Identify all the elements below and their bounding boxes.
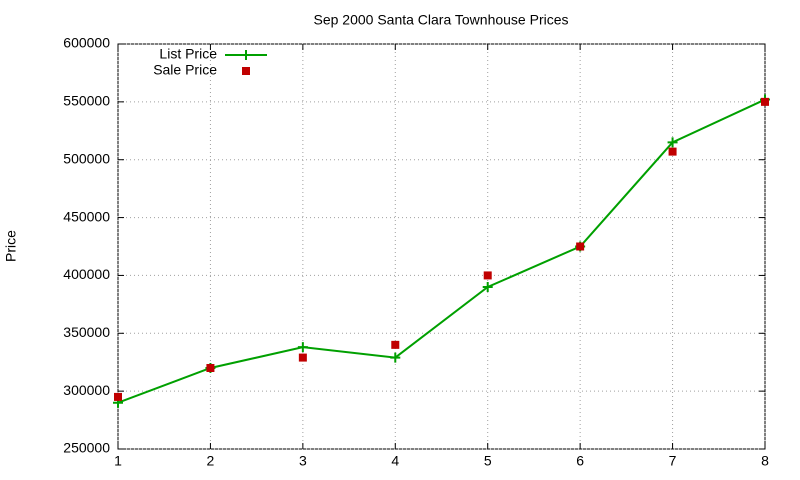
point-marker (761, 97, 769, 106)
series-line (117, 98, 766, 404)
plot-border (117, 43, 766, 450)
x-tick-label: 7 (669, 453, 677, 469)
y-tick-label: 600000 (63, 35, 110, 51)
x-tick-label: 5 (484, 453, 492, 469)
y-tick-label: 450000 (63, 208, 110, 224)
chart-title: Sep 2000 Santa Clara Townhouse Prices (313, 12, 568, 28)
y-tick-label: 350000 (63, 324, 110, 340)
point-marker (576, 242, 585, 251)
point-marker (390, 352, 401, 363)
x-tick-label: 2 (207, 453, 215, 469)
y-tick-label: 300000 (63, 382, 110, 398)
point-marker (667, 137, 678, 148)
point-marker (298, 353, 307, 362)
point-marker (114, 392, 122, 401)
x-tick-label: 8 (761, 453, 769, 469)
legend-marker (242, 67, 250, 75)
x-tick-label: 6 (576, 453, 584, 469)
y-tick-label: 550000 (63, 93, 110, 109)
x-tick-label: 3 (299, 453, 307, 469)
legend-marker (241, 50, 251, 60)
point-marker (297, 342, 308, 353)
point-marker (391, 340, 400, 349)
x-tick-label: 1 (114, 453, 122, 469)
y-axis-label: Price (3, 230, 19, 262)
point-marker (482, 282, 493, 292)
y-tick-label: 400000 (63, 266, 110, 282)
x-tick-label: 4 (391, 453, 399, 469)
point-marker (483, 271, 492, 280)
point-marker (206, 364, 215, 372)
point-marker (668, 147, 677, 156)
y-tick-label: 250000 (63, 440, 110, 456)
legend-label: List Price (159, 46, 217, 62)
y-tick-label: 500000 (63, 150, 110, 166)
legend-label: Sale Price (153, 62, 217, 78)
